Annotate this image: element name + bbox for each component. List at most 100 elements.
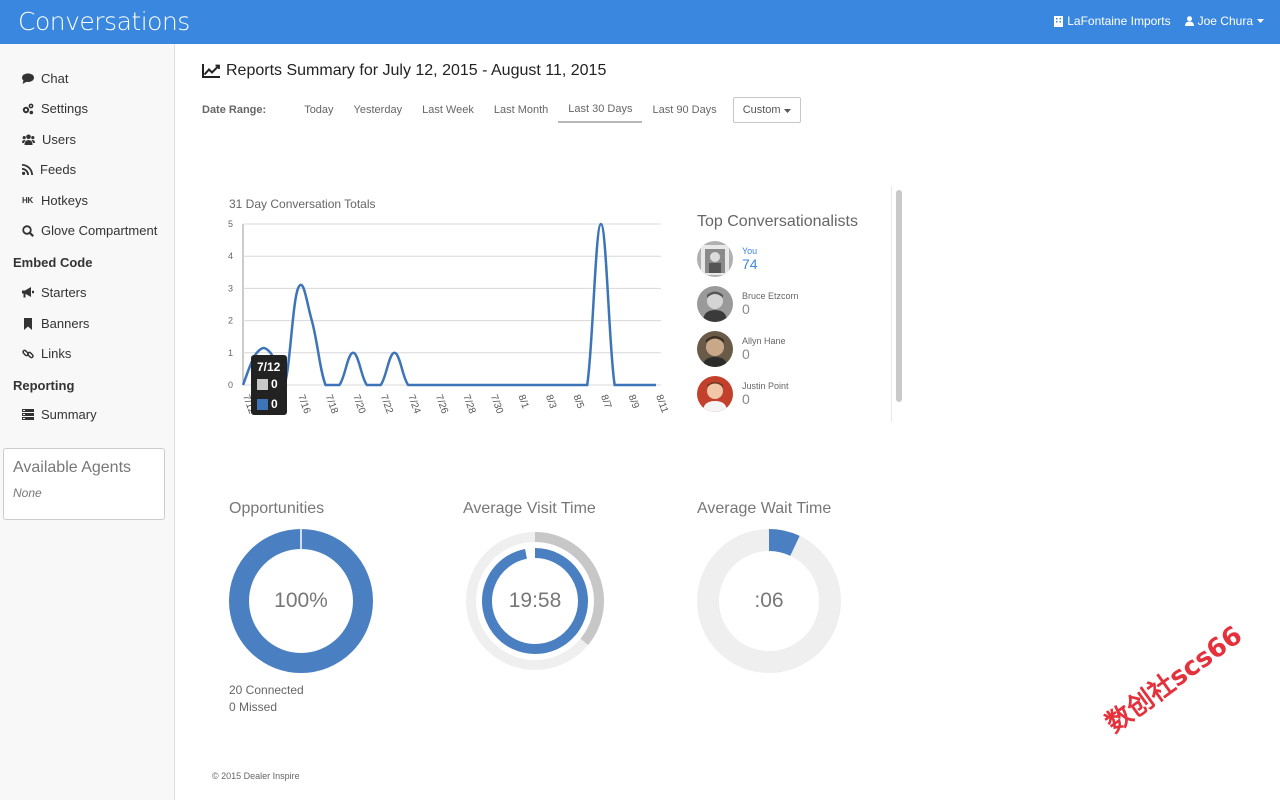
range-last-month[interactable]: Last Month — [493, 104, 549, 116]
visit-time-donut — [466, 532, 604, 670]
conversationalist-row[interactable]: You 74 — [697, 241, 758, 277]
x-tick-label: 8/9 — [626, 393, 641, 410]
avatar — [697, 376, 733, 412]
sidebar-item-hotkeys[interactable]: HK Hotkeys — [22, 193, 88, 208]
sidebar-item-glove-compartment[interactable]: Glove Compartment — [22, 223, 157, 238]
sidebar-item-links[interactable]: Links — [22, 346, 71, 361]
app-logo[interactable]: Conversations — [18, 7, 190, 36]
sidebar-item-label: Settings — [41, 101, 88, 116]
tooltip-swatch — [257, 398, 268, 410]
y-tick-label: 1 — [228, 348, 233, 358]
x-tick-label: 7/26 — [433, 393, 450, 415]
conversationalist-count: 74 — [742, 256, 758, 272]
range-today[interactable]: Today — [304, 104, 334, 116]
chart-title: 31 Day Conversation Totals — [229, 197, 376, 211]
y-tick-label: 5 — [228, 219, 233, 229]
user-menu[interactable]: Joe Chura — [1184, 14, 1264, 28]
visit-time-value: 19:58 — [508, 589, 562, 612]
top-conversationalists-title: Top Conversationalists — [697, 213, 858, 230]
range-last-30-days[interactable]: Last 30 Days — [558, 97, 643, 123]
range-last-90-days[interactable]: Last 90 Days — [652, 104, 717, 116]
gears-icon — [22, 103, 34, 114]
chart-tooltip: 7/12 0 0 — [251, 355, 287, 415]
x-tick-label: 8/3 — [543, 393, 558, 410]
x-tick-label: 7/16 — [295, 393, 312, 415]
sidebar-item-banners[interactable]: Banners — [22, 316, 89, 331]
chevron-down-icon — [1257, 19, 1264, 23]
visit-time-title: Average Visit Time — [463, 500, 596, 517]
tooltip-swatch — [257, 378, 268, 390]
avatar — [697, 286, 733, 322]
series-line — [241, 222, 656, 387]
y-tick-label: 4 — [228, 251, 233, 261]
sidebar-item-starters[interactable]: Starters — [22, 285, 87, 300]
sidebar-item-label: Feeds — [40, 162, 77, 177]
dealer-name: LaFontaine Imports — [1067, 14, 1171, 28]
connected-count: 20 Connected — [229, 683, 304, 697]
conversationalist-row[interactable]: Bruce Etzcorn 0 — [697, 286, 799, 322]
sidebar-item-feeds[interactable]: Feeds — [22, 162, 76, 177]
y-tick-label: 3 — [228, 283, 233, 293]
opportunities-title: Opportunities — [229, 500, 325, 517]
x-tick-label: 7/18 — [323, 393, 340, 415]
x-tick-label: 8/5 — [571, 393, 586, 410]
tooltip-row: 0 — [257, 397, 278, 411]
conversationalist-name: You — [742, 246, 758, 256]
reporting-heading: Reporting — [13, 378, 75, 393]
users-icon — [22, 134, 35, 145]
sidebar-item-label: Summary — [41, 407, 97, 422]
bookmark-icon — [24, 317, 32, 330]
scrollbar-thumb[interactable] — [896, 190, 902, 402]
sidebar-item-label: Glove Compartment — [41, 223, 158, 238]
tooltip-value: 0 — [271, 377, 278, 391]
chat-icon — [22, 73, 34, 84]
y-tick-label: 2 — [228, 316, 233, 326]
opportunities-value: 100% — [274, 589, 328, 612]
range-last-week[interactable]: Last Week — [422, 104, 474, 116]
tooltip-date: 7/12 — [257, 360, 281, 374]
x-tick-label: 7/20 — [350, 393, 367, 415]
wait-time-donut — [697, 529, 841, 673]
building-icon — [1054, 15, 1064, 27]
visit-inner-arc — [482, 548, 588, 654]
wait-time-value: :06 — [754, 589, 784, 612]
conversationalist-name: Allyn Hane — [742, 336, 786, 346]
range-custom-dropdown[interactable]: Custom — [732, 97, 801, 123]
user-icon — [1184, 16, 1194, 26]
conversationalist-name: Justin Point — [742, 381, 789, 391]
sidebar-item-summary[interactable]: Summary — [22, 407, 97, 422]
embed-code-heading: Embed Code — [13, 255, 93, 270]
sidebar-item-label: Hotkeys — [41, 193, 88, 208]
x-tick-label: 8/11 — [653, 393, 670, 415]
sidebar-item-label: Chat — [41, 71, 69, 86]
tooltip-row: 0 — [257, 377, 278, 391]
list-icon — [22, 409, 34, 420]
y-tick-label: 0 — [228, 380, 233, 390]
x-tick-label: 7/28 — [460, 393, 477, 415]
available-agents-panel: Available Agents None — [3, 448, 165, 520]
sidebar-item-chat[interactable]: Chat — [22, 71, 68, 86]
watermark: 数创社scs66 — [1100, 620, 1249, 740]
conversationalist-row[interactable]: Allyn Hane 0 — [697, 331, 786, 367]
search-icon — [22, 224, 34, 237]
missed-count: 0 Missed — [229, 700, 278, 714]
dealer-menu[interactable]: LaFontaine Imports — [1054, 14, 1171, 28]
sidebar-item-users[interactable]: Users — [22, 132, 76, 147]
x-tick-label: 7/24 — [405, 393, 422, 415]
x-tick-label: 8/1 — [516, 393, 531, 410]
sidebar-item-label: Users — [42, 132, 76, 147]
visit-outer-arc — [534, 532, 604, 645]
range-yesterday[interactable]: Yesterday — [353, 104, 403, 116]
range-custom-label: Custom — [742, 104, 781, 116]
conversationalist-count: 0 — [742, 391, 750, 407]
conversationalist-row[interactable]: Justin Point 0 — [697, 376, 789, 412]
conversationalist-count: 0 — [742, 301, 750, 317]
date-range-label: Date Range: — [202, 104, 267, 116]
page-title: Reports Summary for July 12, 2015 - Augu… — [202, 62, 606, 80]
user-name: Joe Chura — [1197, 14, 1253, 28]
sidebar-item-settings[interactable]: Settings — [22, 101, 88, 116]
tooltip-value: 0 — [271, 397, 278, 411]
x-tick-label: 7/30 — [488, 393, 505, 415]
available-agents-value: None — [13, 486, 42, 500]
conversationalists-scrollbar[interactable] — [891, 186, 905, 422]
